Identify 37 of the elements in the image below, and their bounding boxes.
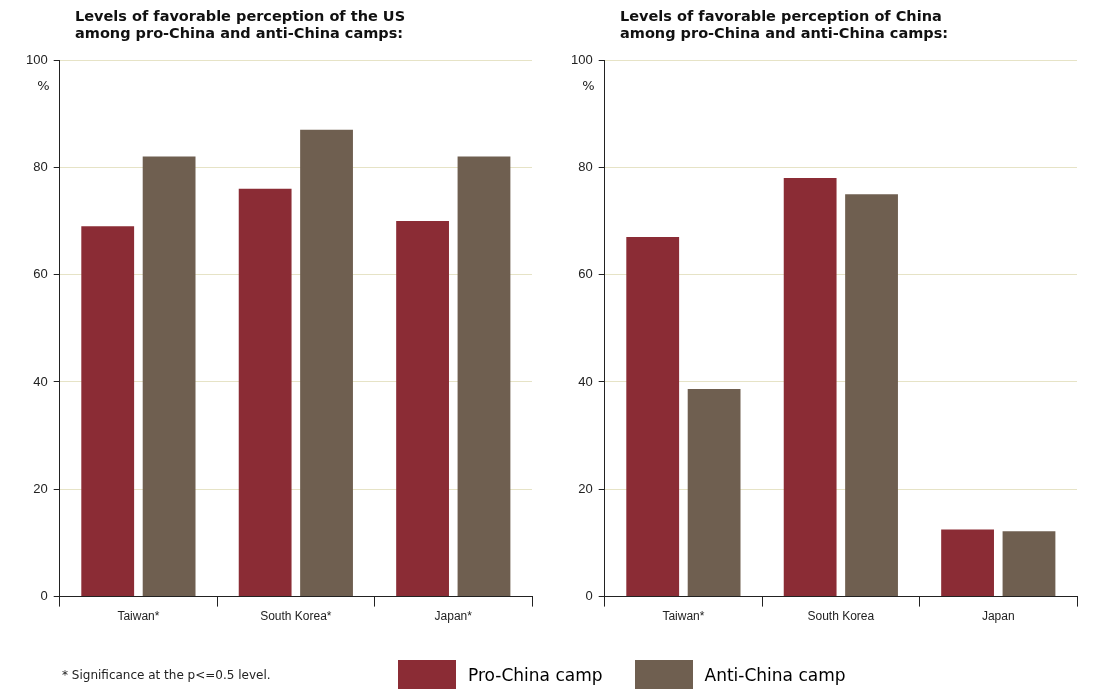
bar <box>1002 531 1056 597</box>
x-tick-label: South Korea <box>807 609 875 624</box>
y-axis-title: % <box>37 78 50 94</box>
x-tick-label: Taiwan* <box>117 609 160 624</box>
bar <box>300 129 353 597</box>
y-tick-label: 0 <box>585 588 593 604</box>
y-tick-label: 100 <box>25 51 48 67</box>
y-tick-label: 80 <box>578 158 593 174</box>
y-tick-label: 40 <box>578 373 593 389</box>
y-tick-label: 40 <box>33 373 48 389</box>
y-tick-label: 20 <box>578 480 593 496</box>
chart-title: Levels of favorable perception of China among pro-China and anti-China camps: <box>620 8 950 42</box>
legend-label: Pro-China camp <box>468 665 603 685</box>
text: * Significance at the p<=0.5 level. <box>62 668 271 682</box>
y-tick-label: 0 <box>40 588 48 604</box>
bar <box>238 188 292 597</box>
bar <box>687 388 741 597</box>
y-tick-label: 60 <box>33 266 48 282</box>
x-tick-label: Taiwan* <box>662 609 705 624</box>
bar <box>845 194 898 597</box>
bar <box>626 237 680 597</box>
x-tick-label: Japan* <box>434 609 473 624</box>
bar <box>396 220 449 597</box>
x-tick-label: Japan <box>981 609 1015 624</box>
y-tick-label: 60 <box>578 266 593 282</box>
bar <box>142 156 196 597</box>
bar <box>457 156 511 597</box>
bar <box>941 529 994 597</box>
y-tick-label: 20 <box>33 480 48 496</box>
y-axis-title: % <box>582 78 595 94</box>
x-tick-label: South Korea* <box>260 609 332 624</box>
bar <box>81 226 135 597</box>
y-tick-label: 100 <box>570 51 593 67</box>
y-tick-label: 80 <box>33 158 48 174</box>
chart-title: Levels of favorable perception of the US among pro-China and anti-China camps: <box>75 8 407 42</box>
legend-label: Anti-China camp <box>704 665 846 685</box>
bar <box>783 178 837 597</box>
